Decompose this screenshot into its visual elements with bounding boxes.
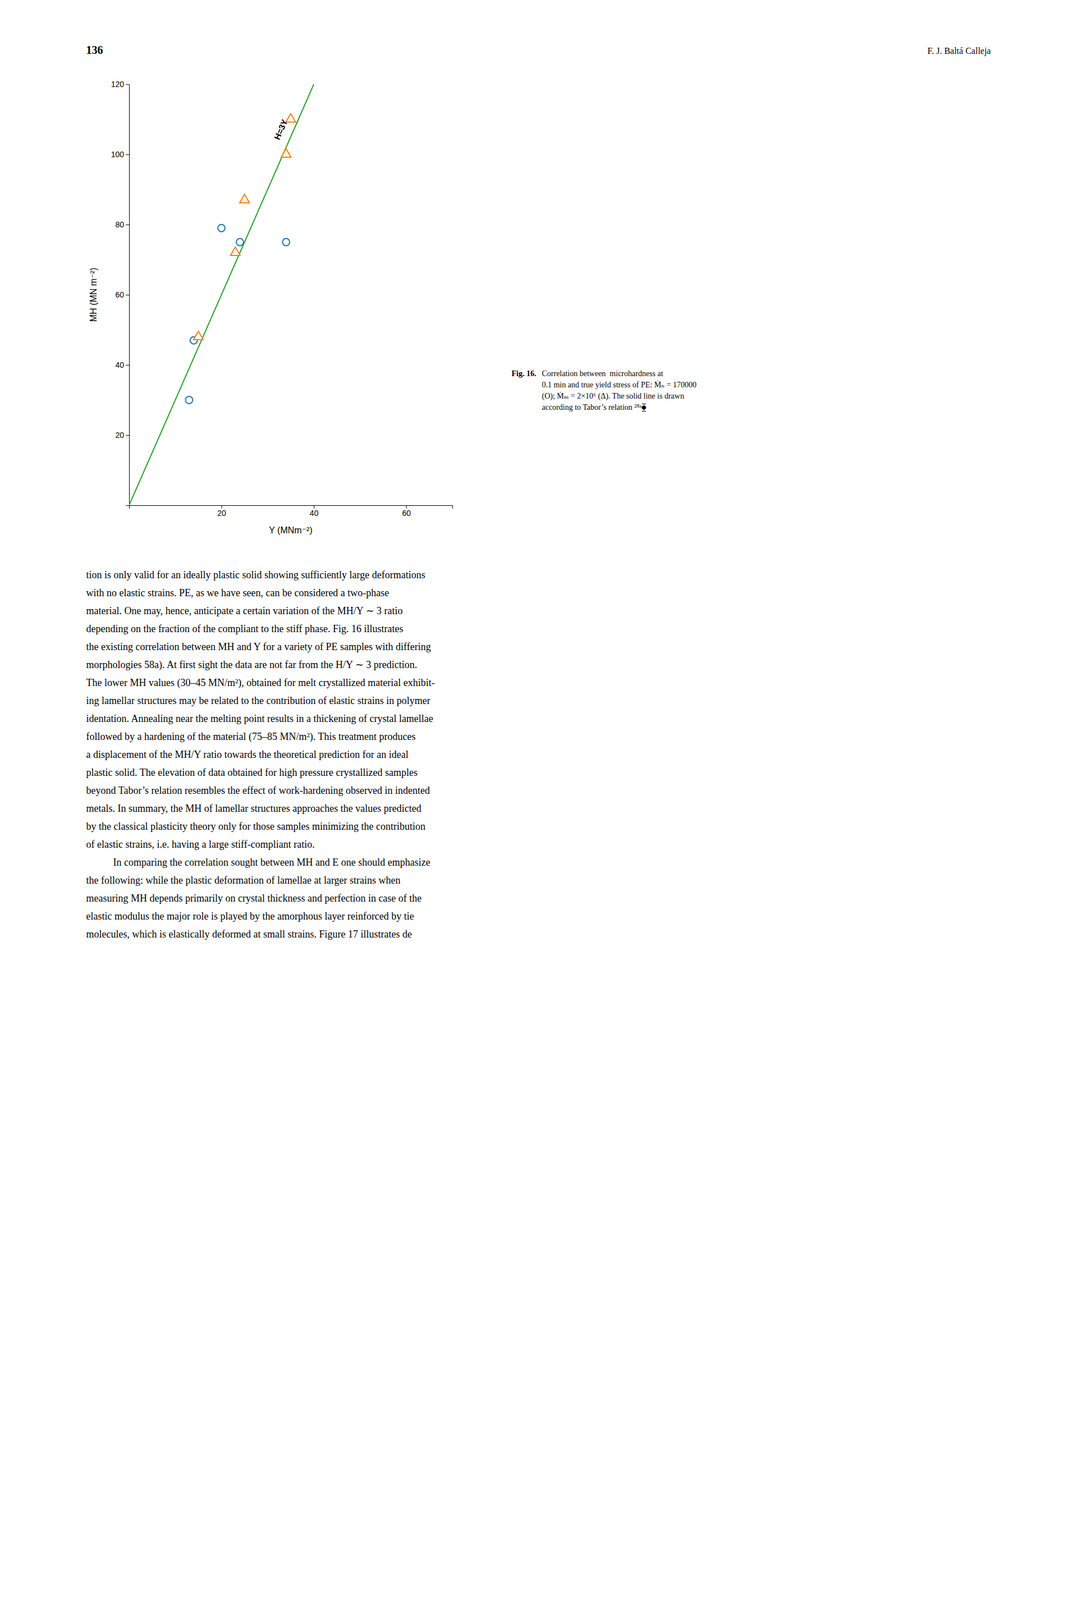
marks	[129, 84, 314, 506]
y-axis-title: MH (MN m⁻²)	[88, 267, 99, 322]
body-line: tion is only valid for an ideally plasti…	[86, 569, 426, 581]
tick: 20	[217, 505, 227, 518]
tick-mark	[125, 154, 130, 155]
caption-line: Correlation between microhardness at	[541, 369, 663, 378]
tick-label: 80	[115, 220, 125, 229]
point	[236, 238, 244, 246]
tick-label: 100	[111, 149, 125, 159]
body-line: of elastic strains, i.e. having a large …	[86, 838, 315, 850]
point	[217, 224, 226, 232]
tick	[125, 505, 130, 506]
point	[193, 331, 204, 340]
point	[282, 238, 290, 246]
caption-line: (O); Ṁₘ = 2×10⁶ (Δ). The solid line is d…	[541, 391, 684, 401]
tick-mark	[125, 84, 130, 85]
body-line: In comparing the correlation sought betw…	[112, 856, 430, 868]
tick-label: 20	[115, 430, 125, 440]
point	[281, 148, 291, 158]
tick: 120	[111, 79, 130, 89]
tick-label: 20	[217, 508, 227, 518]
tick-label: 40	[115, 360, 125, 370]
tick: 40	[309, 505, 319, 518]
body-line: plastic solid. The elevation of data obt…	[86, 766, 419, 778]
x-axis: 20 40 60	[129, 505, 453, 518]
tick: 100	[111, 149, 130, 159]
body-line: the existing correlation between MH and …	[86, 640, 432, 653]
tick: 60	[401, 505, 411, 518]
body-line: with no elastic strains. PE, as we have …	[86, 587, 390, 599]
body-line: followed by a hardening of the material …	[86, 730, 416, 743]
line	[129, 84, 314, 506]
point	[239, 194, 250, 203]
caption-line: according to Tabor’s relation ²⁸ᵃ⧳	[541, 402, 647, 412]
tick-label: 40	[309, 508, 319, 518]
point	[230, 246, 241, 256]
body-line: by the classical plasticity theory only …	[86, 820, 426, 832]
y-axis: 20 40 60 80 100 120	[111, 79, 130, 506]
page-number: 136	[86, 43, 104, 57]
plot: 20 40 60 20 40 60 80 100 120 Y (MNm⁻²) MH (MN m⁻²)…	[88, 79, 453, 535]
body-line: morphologies 58a). At first sight the da…	[86, 658, 418, 671]
axis-line	[125, 84, 130, 506]
tick: 60	[115, 290, 130, 300]
page: 136 F. J. Baltá Calleja 20 40 60 20 40 60 80 100 1…	[0, 0, 1077, 1600]
body-line: the following: while the plastic deforma…	[86, 874, 401, 886]
body-line: identation. Annealing near the melting p…	[86, 712, 434, 724]
tick-label: 120	[111, 79, 125, 89]
point	[185, 396, 194, 404]
caption-label: Fig. 16.	[511, 369, 537, 378]
tick: 20	[115, 430, 130, 440]
tick: 80	[115, 220, 130, 229]
annotation: H=3Y	[272, 117, 290, 142]
body-line: elastic modulus the major role is played…	[86, 910, 415, 922]
tick-mark	[125, 434, 130, 436]
author: F. J. Baltá Calleja	[927, 46, 992, 57]
body-line: beyond Tabor’s relation resembles the ef…	[86, 784, 431, 796]
body-line: molecules, which is elastically deformed…	[86, 928, 412, 940]
body-line: material. One may, hence, anticipate a c…	[86, 605, 403, 617]
tick-mark	[125, 364, 130, 366]
body-line: depending on the fraction of the complia…	[86, 622, 404, 635]
tick-mark	[125, 294, 130, 296]
tick: 40	[115, 360, 130, 370]
tick-mark	[125, 224, 130, 226]
body-line: The lower MH values (30–45 MN/m²), obtai…	[86, 676, 435, 689]
body-line: measuring MH depends primarily on crysta…	[86, 892, 423, 904]
body-line: ing lamellar structures may be related t…	[86, 694, 431, 707]
body-line: a displacement of the MH/Y ratio towards…	[86, 748, 409, 760]
tick-mark	[125, 505, 130, 506]
caption-line: 0.1 min and true yield stress of PE: Ṁₙ …	[541, 380, 697, 389]
x-axis-title: Y (MNm⁻²)	[268, 525, 313, 535]
tick-label: 60	[401, 508, 411, 518]
tick-label: 60	[115, 290, 125, 300]
body-line: metals. In summary, the MH of lamellar s…	[86, 802, 422, 814]
